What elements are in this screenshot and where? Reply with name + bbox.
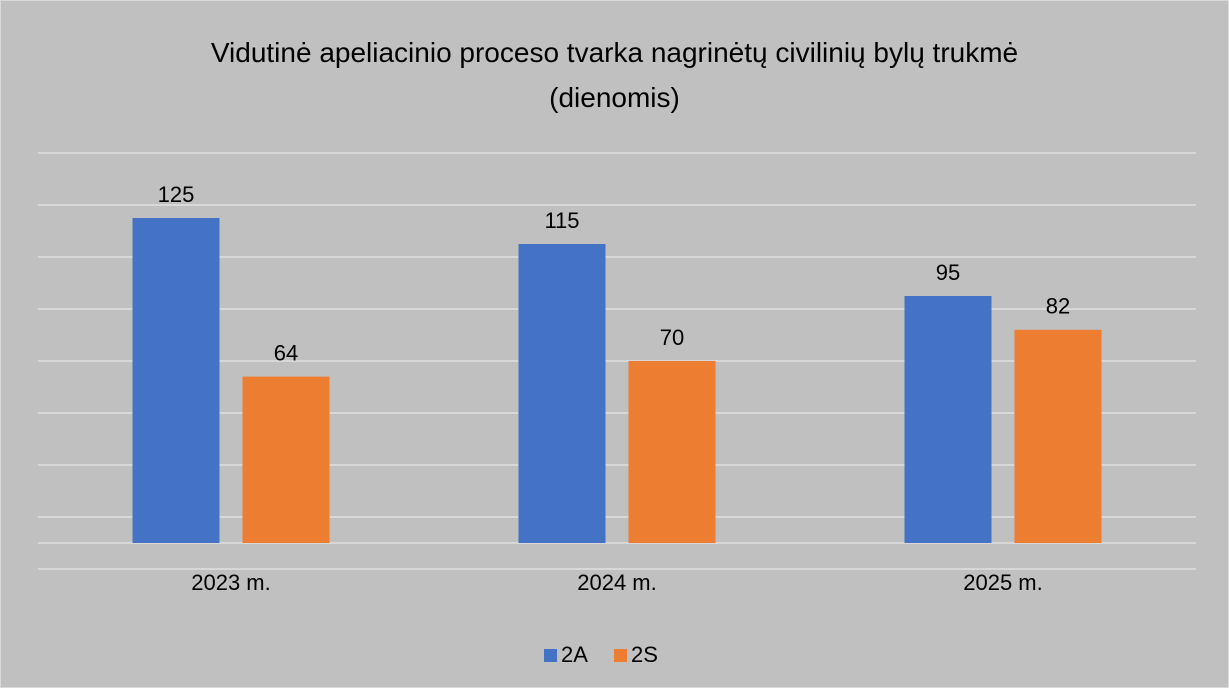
legend-swatch: [614, 649, 627, 662]
value-label: 115: [544, 208, 579, 233]
x-tick-label: 2025 m.: [963, 570, 1043, 595]
bar: [518, 244, 606, 543]
value-label: 70: [660, 325, 684, 350]
bar: [628, 361, 716, 543]
x-tick-label: 2024 m.: [577, 570, 657, 595]
value-label: 82: [1046, 294, 1070, 319]
chart-title: Vidutinė apeliacinio proceso tvarka nagr…: [210, 37, 1019, 113]
legend-label: 2S: [631, 642, 658, 667]
value-label: 64: [274, 340, 298, 365]
title-box: Vidutinė apeliacinio proceso tvarka nagr…: [0, 30, 1229, 120]
value-label: 125: [158, 182, 195, 207]
legend-swatch: [544, 649, 557, 662]
x-tick-label: 2023 m.: [191, 570, 271, 595]
bar: [904, 296, 992, 543]
value-label: 95: [936, 260, 960, 285]
bar: [1014, 329, 1102, 543]
legend-label: 2A: [561, 642, 588, 667]
bar: [242, 376, 330, 543]
bar: [132, 218, 220, 543]
